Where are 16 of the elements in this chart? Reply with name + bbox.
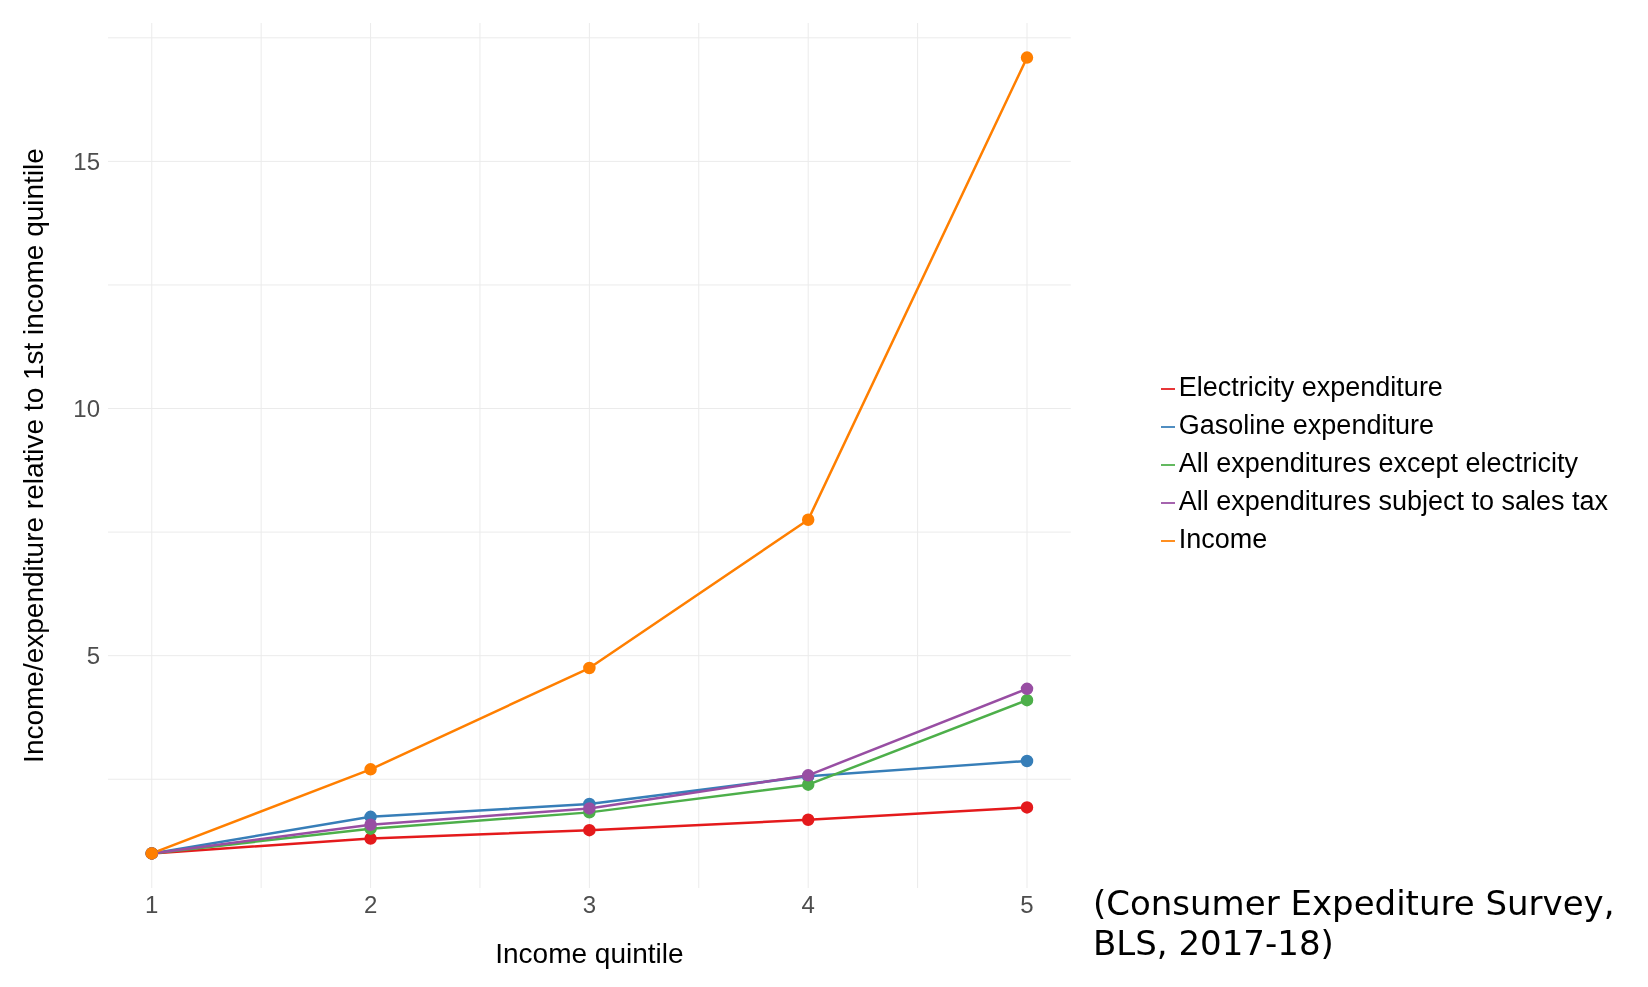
y-tick-label: 15: [73, 147, 100, 175]
x-tick-label: 4: [801, 891, 815, 919]
legend-label: Gasoline expenditure: [1178, 410, 1434, 440]
legend-label: All expenditures except electricity: [1178, 448, 1578, 478]
y-tick-label: 5: [86, 642, 100, 670]
x-tick-label: 3: [582, 891, 597, 919]
x-tick-label: 5: [1020, 891, 1034, 919]
legend-label: Electricity expenditure: [1178, 372, 1443, 402]
x-tick-label: 1: [145, 891, 159, 919]
x-axis-title: Income quintile: [495, 938, 684, 969]
text: (Consumer Expediture Survey, BLS, 2017-18): [1093, 883, 1616, 963]
x-tick-label: 2: [363, 891, 378, 919]
y-axis-title: Income/expenditure relative to 1st income quintile: [17, 148, 49, 763]
y-tick-label: 10: [73, 395, 100, 423]
legend-label: All expenditures subject to sales tax: [1178, 486, 1608, 516]
legend-label: Income: [1178, 524, 1268, 554]
